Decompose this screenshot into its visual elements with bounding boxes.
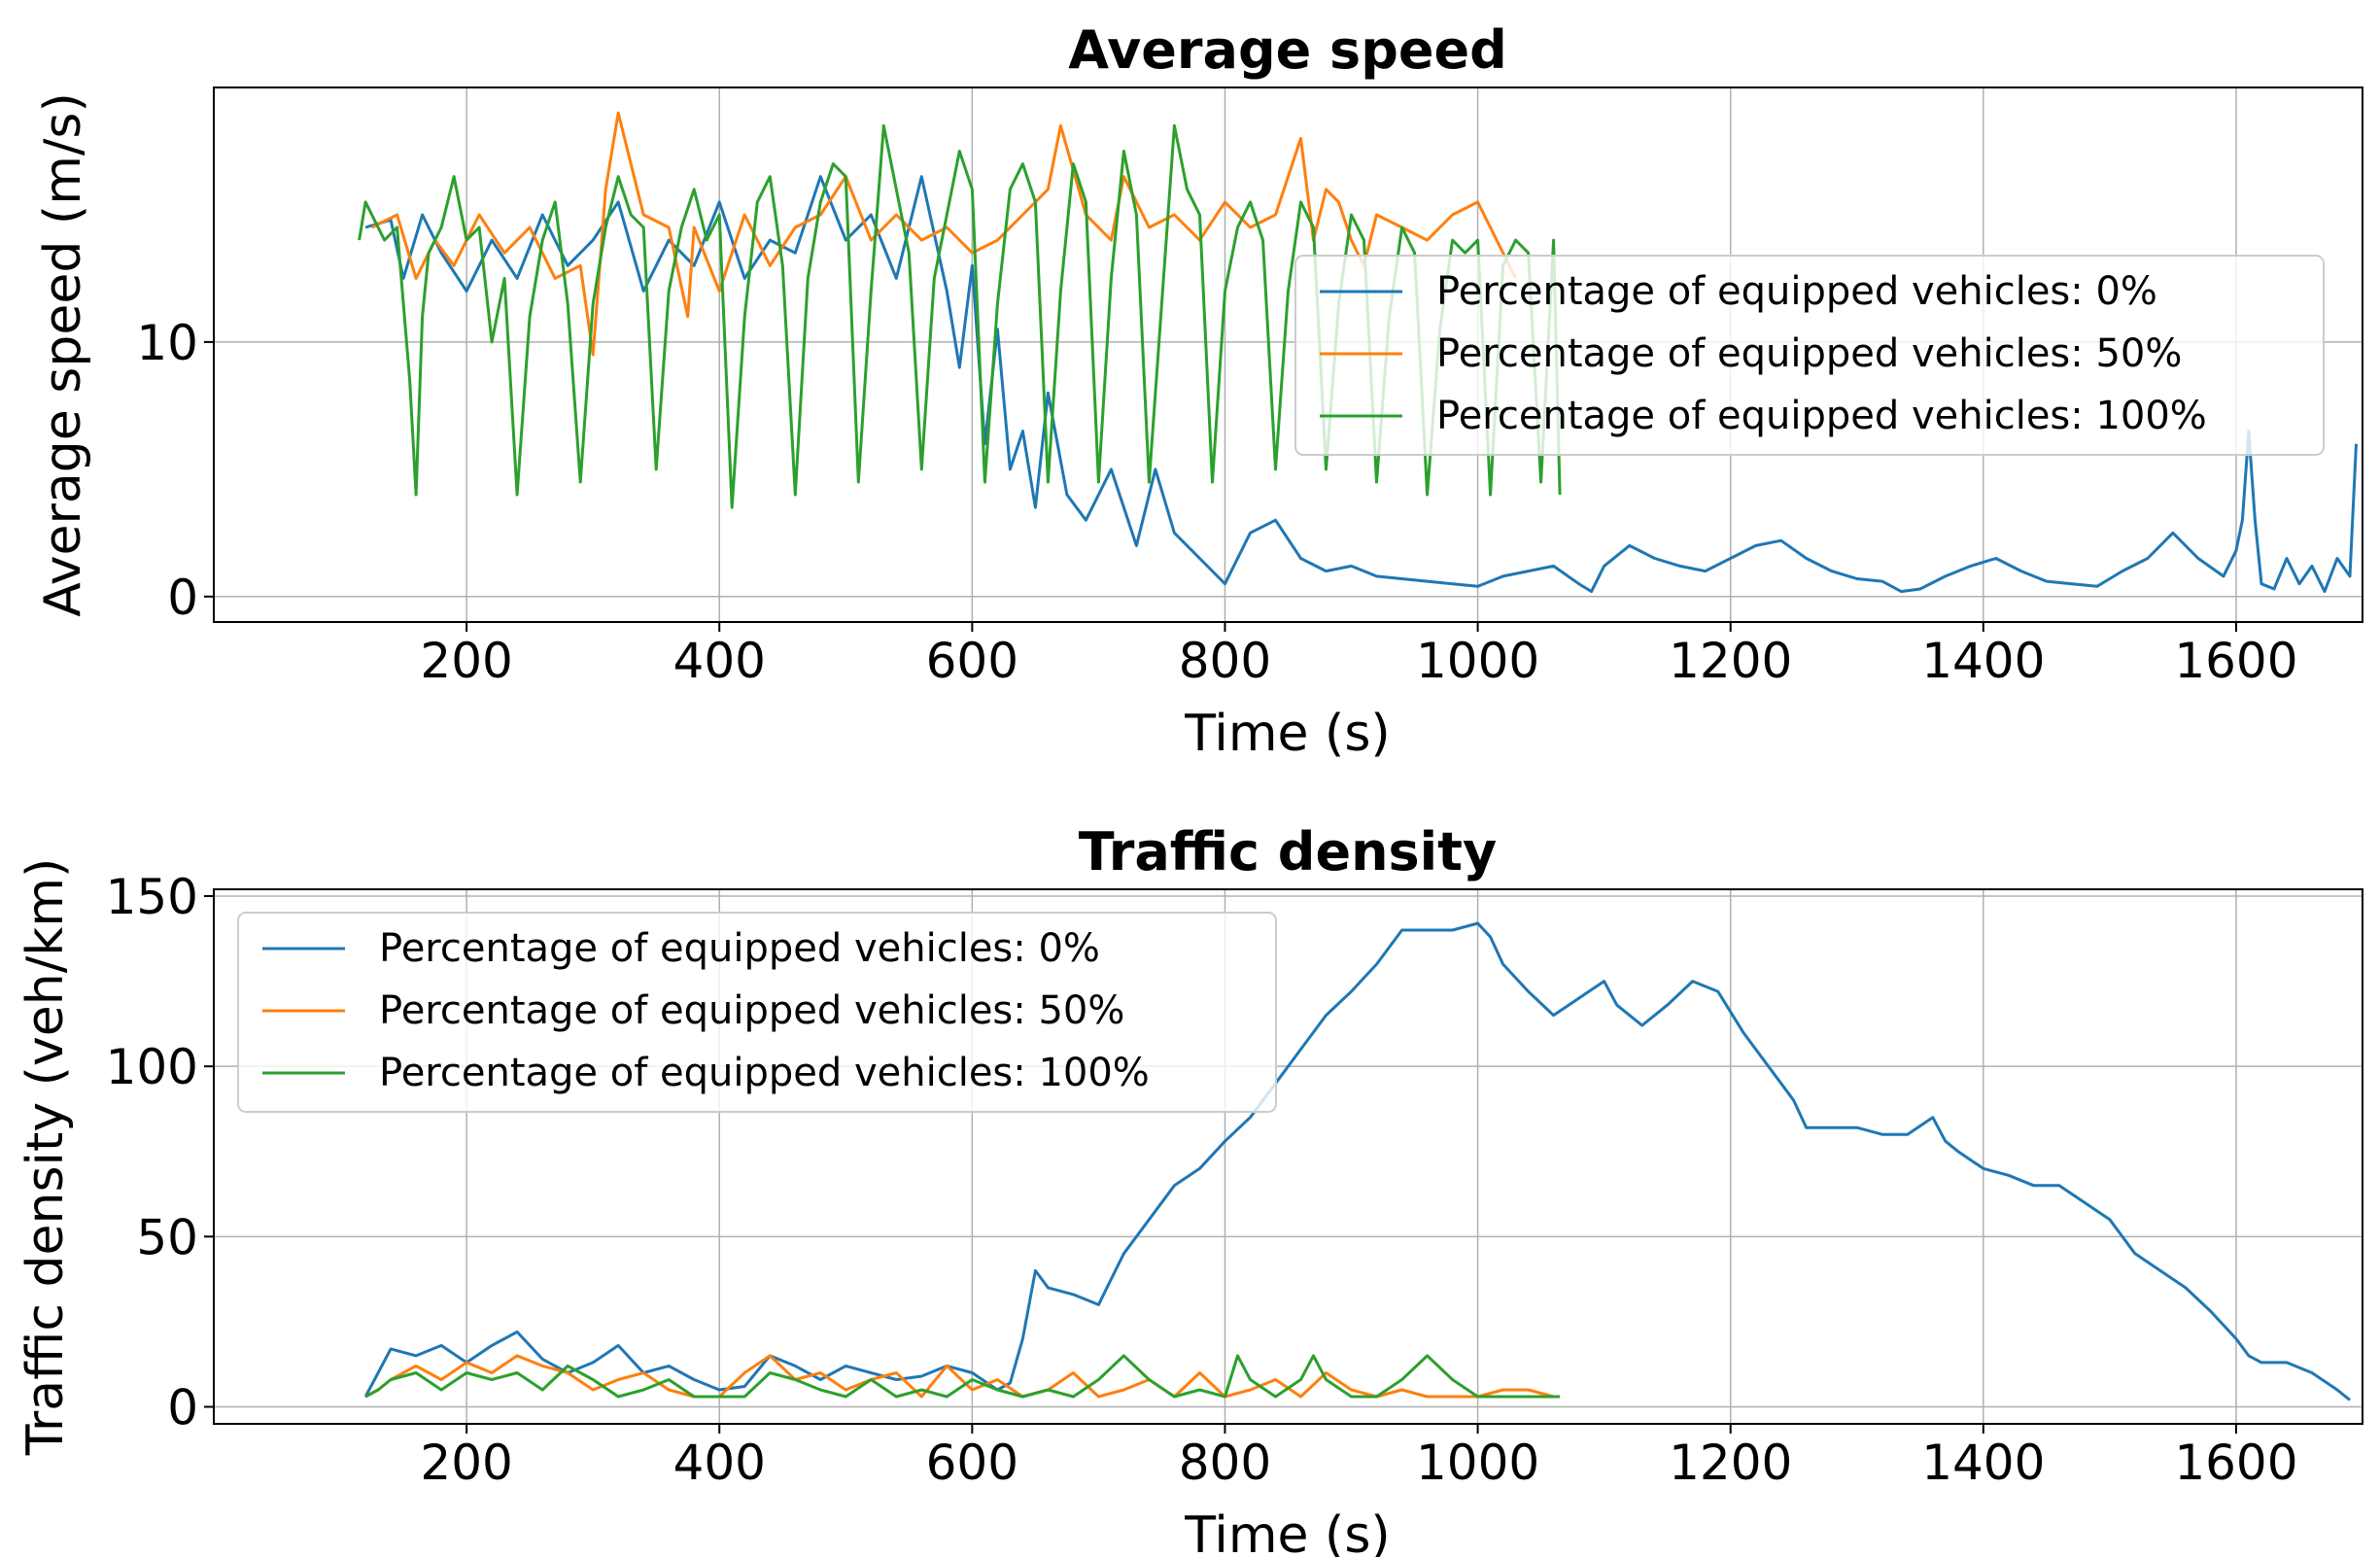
x-tick-label: 1600 — [2174, 1435, 2297, 1491]
ticks: 200 400 600 800 1000 1200 1400 1600 0 50 100 150 — [106, 869, 2298, 1491]
legend-label-1: Percentage of equipped vehicles: 50% — [1436, 331, 2182, 376]
series-line-0pct — [363, 921, 2351, 1401]
chart-average-speed: Average speed 200 400 600 800 1000 1200 1400 16… — [34, 19, 2363, 763]
legend-box — [237, 912, 1277, 1113]
legend: Percentage of equipped vehicles: 0% Perc… — [1294, 255, 2325, 456]
ticks: 200 400 600 800 1000 1200 1400 1600 0 10 — [136, 315, 2297, 689]
x-tick-label: 1400 — [1921, 633, 2045, 689]
series-line-50pct — [370, 111, 1517, 357]
x-tick-label: 1000 — [1416, 633, 1539, 689]
y-axis-label: Average speed (m/s) — [34, 92, 92, 617]
x-tick-label: 600 — [926, 633, 1018, 689]
legend-label-2: Percentage of equipped vehicles: 100% — [379, 1051, 1150, 1095]
plot-frame — [213, 888, 2363, 1425]
series-line-0pct — [364, 175, 2358, 594]
y-tick-label: 50 — [136, 1209, 198, 1265]
legend-label-1: Percentage of equipped vehicles: 50% — [379, 988, 1124, 1033]
y-tick-label: 0 — [167, 570, 198, 626]
legend-label-2: Percentage of equipped vehicles: 100% — [1436, 394, 2207, 438]
x-axis-label: Time (s) — [1184, 1506, 1390, 1557]
x-axis-label: Time (s) — [1184, 705, 1390, 763]
x-tick-label: 200 — [420, 633, 512, 689]
y-tick-label: 100 — [106, 1039, 198, 1095]
x-tick-label: 200 — [420, 1435, 512, 1491]
chart-title: Traffic density — [1079, 821, 1497, 882]
legend-box — [1294, 255, 2325, 456]
y-tick-label: 0 — [167, 1379, 198, 1436]
series-layer — [363, 921, 2351, 1401]
x-tick-label: 600 — [926, 1435, 1018, 1491]
chart-traffic-density: Traffic density 200 400 600 800 1000 1200 1400… — [17, 821, 2363, 1557]
grid — [214, 889, 2363, 1424]
y-tick-label: 10 — [136, 315, 198, 371]
legend: Percentage of equipped vehicles: 0% Perc… — [237, 912, 1277, 1113]
x-tick-label: 1600 — [2174, 633, 2297, 689]
series-layer — [358, 111, 2358, 594]
series-line-100pct — [358, 123, 1562, 509]
x-tick-label: 1200 — [1669, 633, 1792, 689]
plot-frame — [213, 86, 2363, 623]
x-tick-label: 1200 — [1669, 1435, 1792, 1491]
x-tick-label: 400 — [673, 1435, 766, 1491]
x-tick-label: 800 — [1179, 633, 1271, 689]
x-tick-label: 400 — [673, 633, 766, 689]
legend-label-0: Percentage of equipped vehicles: 0% — [379, 926, 1100, 971]
series-line-100pct — [364, 1354, 1561, 1399]
series-line-50pct — [364, 1354, 1554, 1399]
y-axis-label: Traffic density (veh/km) — [17, 858, 75, 1457]
y-tick-label: 150 — [106, 869, 198, 925]
legend-label-0: Percentage of equipped vehicles: 0% — [1436, 269, 2157, 314]
x-tick-label: 1400 — [1921, 1435, 2045, 1491]
x-tick-label: 800 — [1179, 1435, 1271, 1491]
chart-title: Average speed — [1068, 19, 1507, 81]
x-tick-label: 1000 — [1416, 1435, 1539, 1491]
